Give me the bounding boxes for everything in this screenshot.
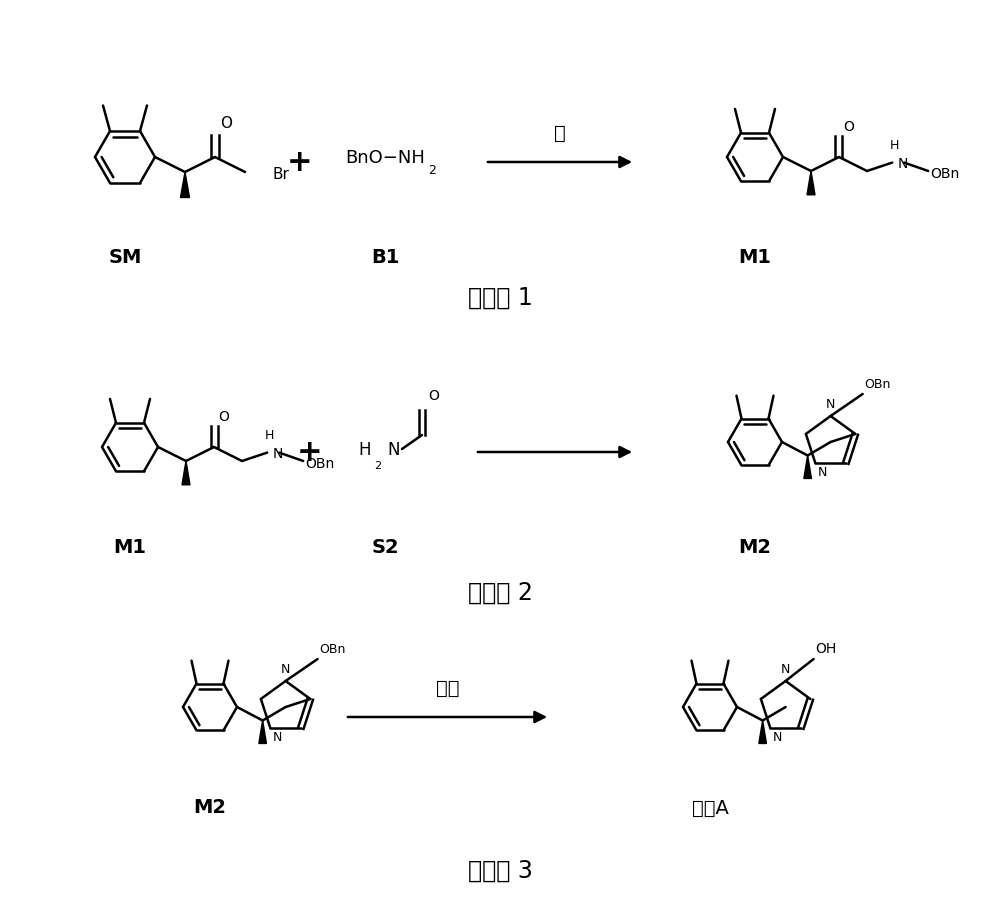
Text: O: O — [220, 115, 232, 131]
Text: 杂质A: 杂质A — [692, 797, 728, 816]
Text: N: N — [387, 440, 400, 458]
Text: 2: 2 — [428, 164, 436, 178]
Polygon shape — [181, 173, 190, 198]
Text: S2: S2 — [371, 538, 399, 557]
Text: 方程式 1: 方程式 1 — [468, 286, 532, 309]
Text: H: H — [265, 428, 274, 441]
Polygon shape — [804, 456, 811, 479]
Text: 2: 2 — [374, 461, 382, 471]
Text: M1: M1 — [114, 538, 146, 557]
Text: M2: M2 — [738, 538, 772, 557]
Text: H: H — [890, 138, 899, 152]
Text: 氢化: 氢化 — [436, 678, 459, 697]
Text: H: H — [359, 440, 371, 458]
Text: M2: M2 — [194, 797, 226, 816]
Polygon shape — [182, 462, 190, 485]
Text: N: N — [272, 446, 283, 460]
Text: N: N — [781, 662, 790, 676]
Polygon shape — [259, 721, 266, 743]
Text: N: N — [272, 731, 282, 743]
Text: Br: Br — [273, 167, 290, 182]
Text: +: + — [287, 148, 313, 178]
Text: O: O — [218, 410, 229, 424]
Text: N: N — [897, 156, 908, 170]
Text: O: O — [428, 389, 439, 402]
Text: B1: B1 — [371, 248, 399, 267]
Text: N: N — [281, 662, 290, 676]
Polygon shape — [807, 171, 815, 196]
Polygon shape — [759, 721, 766, 743]
Text: M1: M1 — [738, 248, 772, 267]
Text: +: + — [297, 438, 323, 467]
Text: OH: OH — [816, 641, 837, 655]
Text: BnO−NH: BnO−NH — [345, 149, 425, 167]
Text: OBn: OBn — [930, 167, 959, 180]
Text: N: N — [772, 731, 782, 743]
Text: OBn: OBn — [320, 642, 346, 655]
Text: 碱: 碱 — [554, 124, 566, 143]
Text: OBn: OBn — [305, 456, 334, 471]
Text: N: N — [826, 398, 835, 410]
Text: O: O — [843, 120, 854, 133]
Text: SM: SM — [108, 248, 142, 267]
Text: 方程式 2: 方程式 2 — [468, 580, 532, 604]
Text: 方程式 3: 方程式 3 — [468, 858, 532, 882]
Text: N: N — [817, 465, 827, 478]
Text: OBn: OBn — [865, 378, 891, 391]
